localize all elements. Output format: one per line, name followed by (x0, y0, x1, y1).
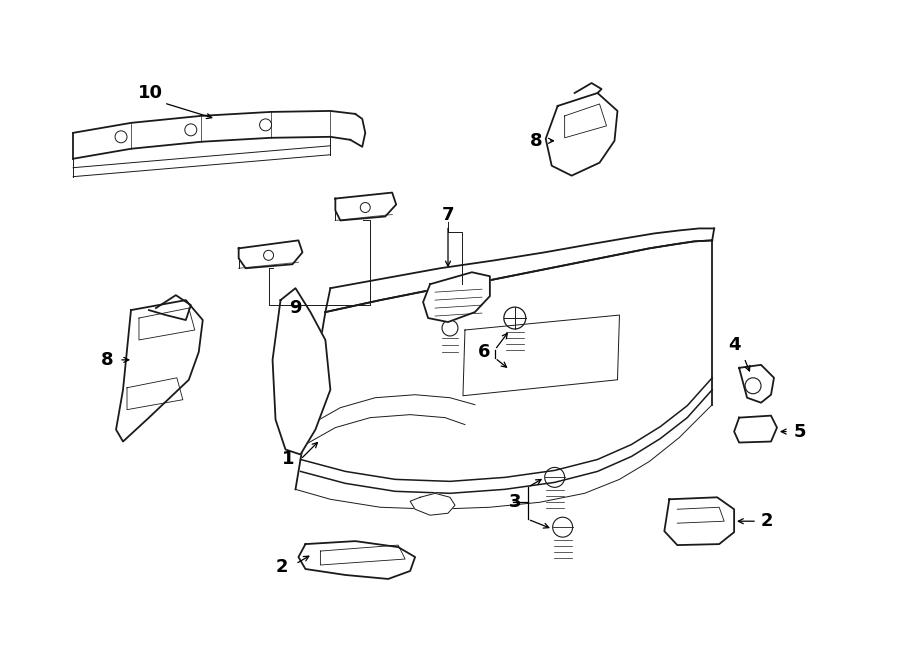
Polygon shape (423, 272, 490, 322)
Text: 10: 10 (139, 84, 164, 102)
Text: 7: 7 (442, 206, 454, 225)
Text: 8: 8 (530, 132, 543, 150)
Text: 2: 2 (761, 512, 773, 530)
Text: 9: 9 (289, 299, 302, 317)
Text: 4: 4 (728, 336, 741, 354)
Polygon shape (273, 288, 330, 455)
Text: 8: 8 (101, 351, 113, 369)
Text: 2: 2 (276, 558, 289, 576)
Polygon shape (116, 300, 202, 442)
Text: 6: 6 (477, 343, 490, 361)
Polygon shape (410, 493, 455, 515)
Text: 5: 5 (794, 422, 806, 441)
Polygon shape (299, 541, 415, 579)
Text: 1: 1 (282, 450, 294, 469)
Polygon shape (545, 93, 617, 176)
Polygon shape (664, 497, 734, 545)
Text: 3: 3 (509, 493, 522, 511)
